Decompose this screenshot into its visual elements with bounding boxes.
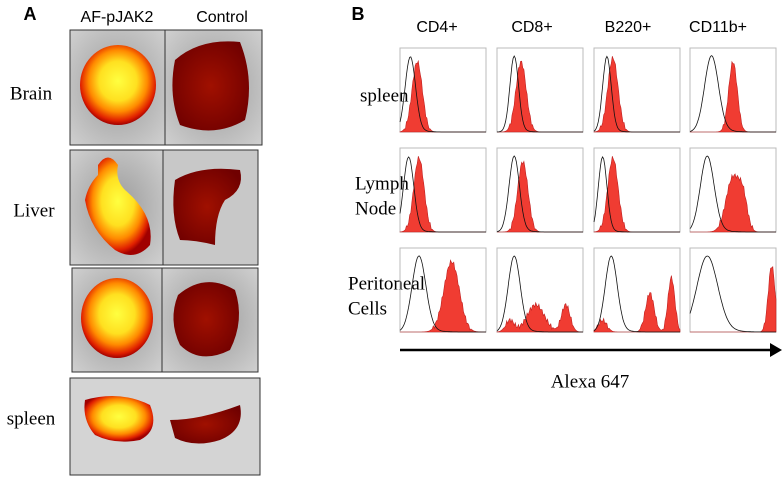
row-label: Lymph xyxy=(355,173,409,194)
row-label: Cells xyxy=(348,298,387,319)
histogram-frame xyxy=(689,247,777,333)
histogram-stained xyxy=(593,156,680,233)
histogram-stained xyxy=(593,275,681,333)
histogram-stained xyxy=(399,156,486,233)
histogram-stained xyxy=(496,301,583,333)
histogram-control xyxy=(593,255,680,333)
histogram-stained xyxy=(690,266,777,333)
imaging-panels xyxy=(69,29,263,476)
histogram-control xyxy=(689,155,776,233)
signal-blob xyxy=(172,41,249,131)
histogram-stained xyxy=(400,259,486,333)
row-label: Peritoneal xyxy=(348,273,425,294)
signal-blob xyxy=(173,168,241,245)
arrow-head xyxy=(770,343,782,357)
histogram-control xyxy=(399,255,486,333)
row-label: spleen xyxy=(7,408,56,429)
column-header: B220+ xyxy=(605,19,652,36)
histogram-control xyxy=(689,55,776,133)
histogram-control xyxy=(399,56,486,133)
signal-blob xyxy=(84,396,154,442)
signal-blob xyxy=(80,45,156,125)
axis-label: Alexa 647 xyxy=(551,371,630,392)
column-header: Control xyxy=(196,9,248,26)
column-header: CD11b+ xyxy=(689,19,747,36)
histogram-frame xyxy=(496,47,584,133)
column-header: AF-pJAK2 xyxy=(81,9,154,26)
signal-blob xyxy=(85,157,151,255)
row-label: Brain xyxy=(10,83,53,104)
histogram-stained xyxy=(497,60,583,133)
histogram-control xyxy=(496,255,583,333)
row-label: Node xyxy=(355,198,396,219)
histogram-control xyxy=(593,155,680,233)
row-label: Liver xyxy=(13,200,55,221)
histogram-control xyxy=(496,55,583,133)
signal-blob xyxy=(81,278,153,358)
row-label: spleen xyxy=(360,85,409,106)
histogram-control xyxy=(689,255,776,333)
signal-blob xyxy=(173,282,239,357)
histogram-control xyxy=(496,155,583,233)
histogram-frame xyxy=(496,147,584,233)
panel-label: A xyxy=(24,4,37,24)
histogram-control xyxy=(399,156,486,233)
histogram-stained xyxy=(497,160,583,233)
histogram-control xyxy=(593,55,680,133)
histogram-stained xyxy=(593,56,680,133)
column-header: CD4+ xyxy=(416,19,457,36)
histogram-stained xyxy=(690,173,776,233)
column-header: CD8+ xyxy=(511,19,552,36)
panel-label: B xyxy=(352,4,365,24)
signal-blob xyxy=(170,405,241,444)
histogram-stained xyxy=(399,59,486,133)
